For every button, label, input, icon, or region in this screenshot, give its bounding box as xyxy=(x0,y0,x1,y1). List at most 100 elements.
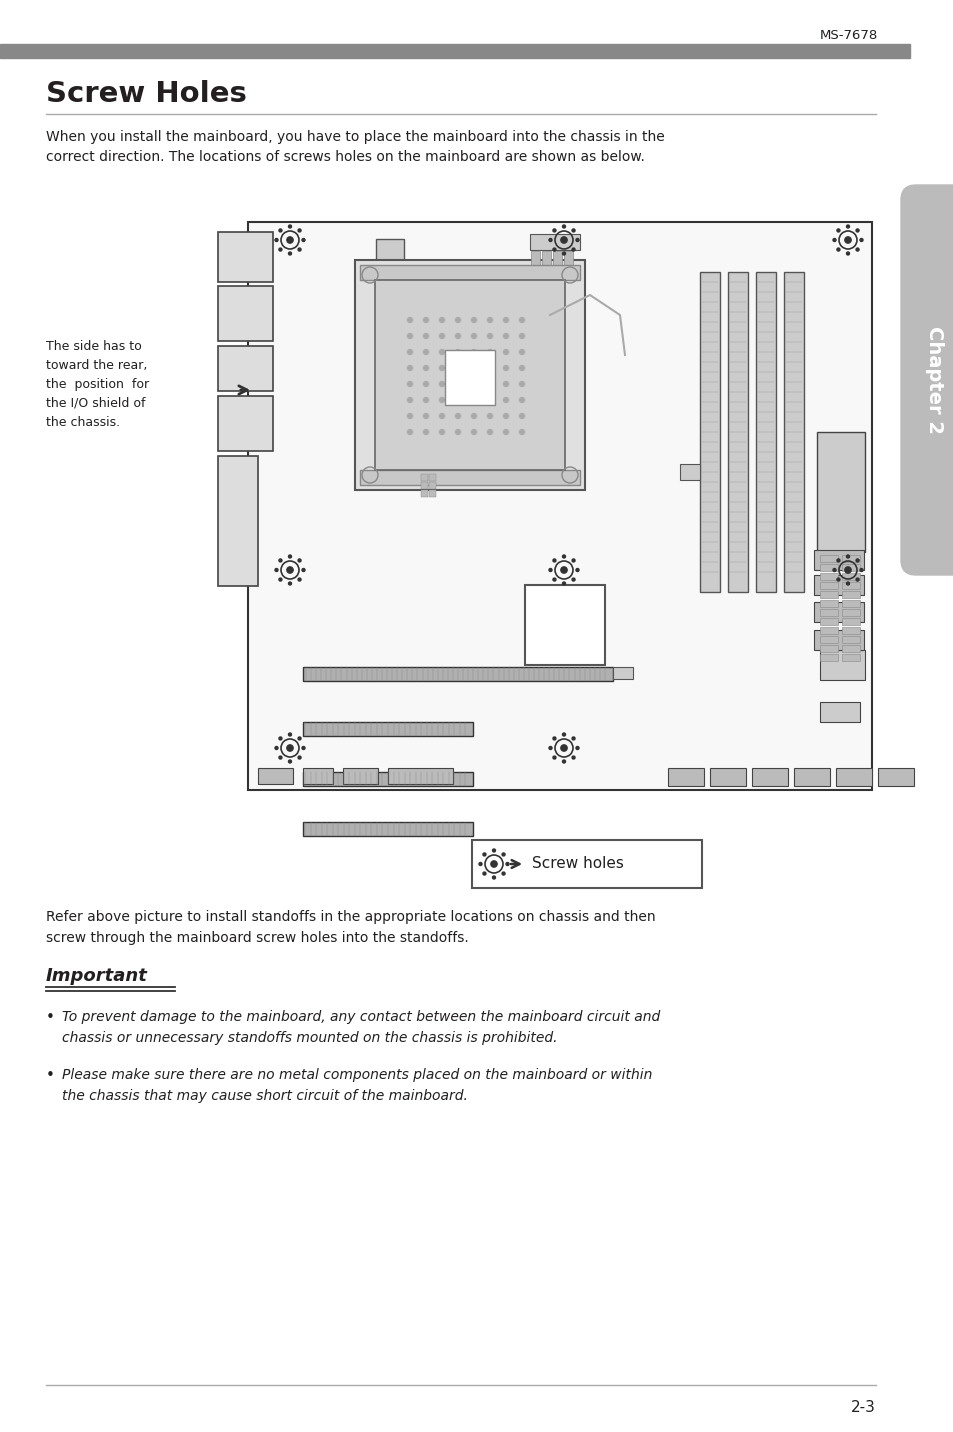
Bar xyxy=(877,768,913,786)
Circle shape xyxy=(548,239,552,242)
Circle shape xyxy=(836,229,839,232)
Circle shape xyxy=(503,349,508,355)
Bar xyxy=(755,272,775,591)
Circle shape xyxy=(855,579,858,581)
Bar xyxy=(359,470,579,485)
Bar xyxy=(841,564,859,571)
Bar xyxy=(444,349,495,405)
Bar xyxy=(303,822,473,836)
Bar xyxy=(813,576,863,596)
Circle shape xyxy=(845,252,848,255)
Circle shape xyxy=(572,229,575,232)
Circle shape xyxy=(288,556,292,558)
Circle shape xyxy=(478,862,481,865)
Bar xyxy=(530,233,579,251)
Bar xyxy=(813,601,863,621)
Circle shape xyxy=(519,318,524,322)
Circle shape xyxy=(439,430,444,434)
Bar xyxy=(419,455,437,480)
Bar xyxy=(303,772,473,786)
Circle shape xyxy=(560,236,566,243)
Circle shape xyxy=(287,745,293,752)
Bar xyxy=(420,474,428,481)
Circle shape xyxy=(487,365,492,371)
Circle shape xyxy=(471,365,476,371)
Bar xyxy=(218,455,257,586)
Circle shape xyxy=(503,318,508,322)
Circle shape xyxy=(855,248,858,251)
Circle shape xyxy=(505,862,509,865)
Circle shape xyxy=(487,349,492,355)
Circle shape xyxy=(455,349,460,355)
Circle shape xyxy=(859,239,862,242)
Circle shape xyxy=(274,569,277,571)
Circle shape xyxy=(560,745,566,752)
Circle shape xyxy=(548,746,552,749)
Circle shape xyxy=(501,872,504,875)
Bar xyxy=(841,600,859,607)
Bar xyxy=(667,768,703,786)
Circle shape xyxy=(423,414,428,418)
Circle shape xyxy=(455,430,460,434)
Circle shape xyxy=(487,414,492,418)
Circle shape xyxy=(487,381,492,387)
Bar xyxy=(359,265,579,281)
Circle shape xyxy=(297,558,301,561)
Bar xyxy=(820,564,837,571)
Circle shape xyxy=(845,225,848,228)
Circle shape xyxy=(503,381,508,387)
Circle shape xyxy=(492,876,495,879)
Circle shape xyxy=(297,756,301,759)
Circle shape xyxy=(288,252,292,255)
Bar xyxy=(343,768,377,783)
Circle shape xyxy=(548,569,552,571)
Bar xyxy=(841,636,859,643)
Bar xyxy=(841,627,859,634)
Bar xyxy=(524,586,604,664)
Circle shape xyxy=(487,318,492,322)
Text: Important: Important xyxy=(46,967,148,985)
Bar xyxy=(783,272,803,591)
Circle shape xyxy=(487,430,492,434)
Circle shape xyxy=(407,398,412,402)
Circle shape xyxy=(844,567,850,573)
Bar xyxy=(816,432,864,551)
Circle shape xyxy=(859,569,862,571)
Bar xyxy=(841,644,859,652)
Circle shape xyxy=(423,349,428,355)
Circle shape xyxy=(455,398,460,402)
Bar xyxy=(391,282,401,294)
Circle shape xyxy=(288,581,292,586)
Circle shape xyxy=(439,318,444,322)
Circle shape xyxy=(278,229,282,232)
Circle shape xyxy=(278,756,282,759)
Bar xyxy=(420,490,428,497)
Circle shape xyxy=(288,225,292,228)
Bar xyxy=(218,347,273,391)
Circle shape xyxy=(519,365,524,371)
Circle shape xyxy=(439,349,444,355)
Circle shape xyxy=(302,746,305,749)
Circle shape xyxy=(553,248,556,251)
Circle shape xyxy=(407,381,412,387)
Circle shape xyxy=(572,579,575,581)
Circle shape xyxy=(845,556,848,558)
Circle shape xyxy=(844,236,850,243)
Circle shape xyxy=(423,381,428,387)
Circle shape xyxy=(562,556,565,558)
Bar xyxy=(820,654,837,662)
Circle shape xyxy=(562,733,565,736)
Circle shape xyxy=(491,861,497,868)
Circle shape xyxy=(278,579,282,581)
Bar xyxy=(303,667,613,682)
Bar xyxy=(429,490,436,497)
Circle shape xyxy=(297,248,301,251)
Circle shape xyxy=(576,746,578,749)
Bar xyxy=(375,239,403,266)
Circle shape xyxy=(471,381,476,387)
Circle shape xyxy=(553,737,556,740)
Circle shape xyxy=(423,430,428,434)
Circle shape xyxy=(407,414,412,418)
Circle shape xyxy=(439,414,444,418)
Bar xyxy=(391,269,401,281)
